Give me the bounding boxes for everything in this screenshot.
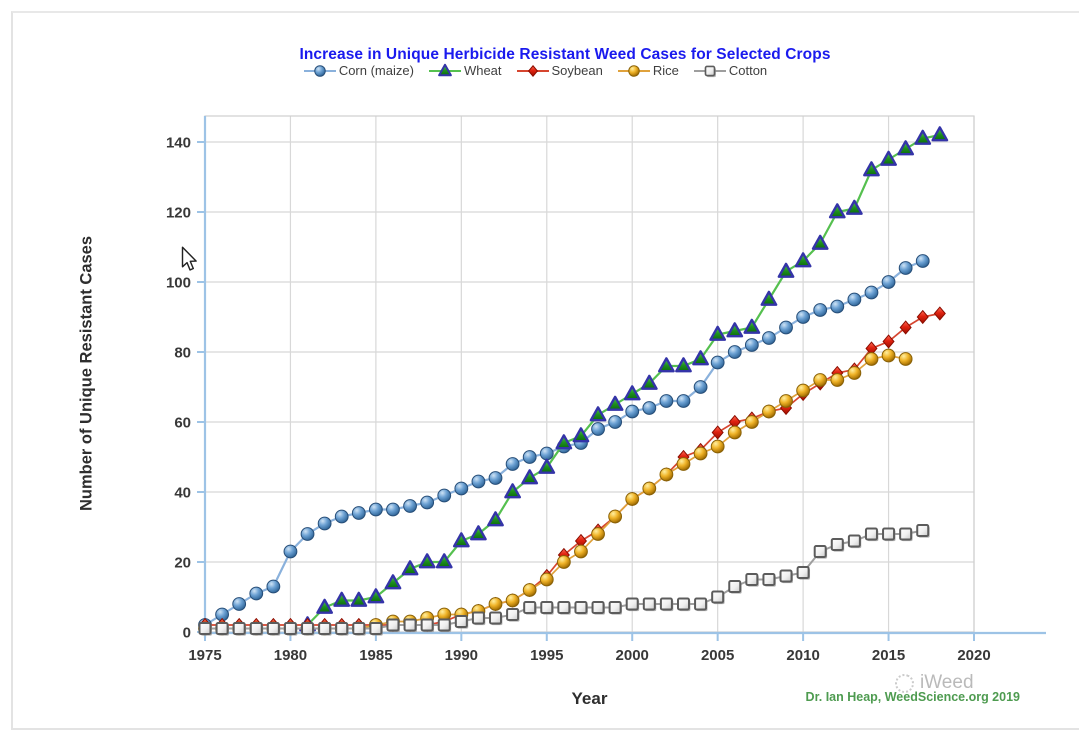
svg-text:1995: 1995: [530, 647, 563, 664]
svg-text:2020: 2020: [957, 647, 990, 664]
svg-text:2000: 2000: [616, 647, 649, 664]
legend-label: Cotton: [728, 63, 768, 78]
svg-text:100: 100: [166, 275, 191, 292]
legend-item-cotton: Cotton: [693, 63, 767, 78]
legend-item-corn: Corn (maize): [303, 63, 414, 78]
iweed-watermark-text: iWeed: [920, 672, 974, 693]
svg-text:2010: 2010: [786, 647, 819, 664]
legend-label: Wheat: [463, 63, 502, 78]
svg-text:1980: 1980: [274, 647, 307, 664]
cotton-marker-icon: [693, 65, 726, 78]
legend-label: Corn (maize): [338, 63, 414, 78]
wheat-marker-icon: [428, 63, 461, 77]
window-border: [11, 11, 1079, 730]
rice-marker-icon: [617, 65, 650, 77]
svg-text:80: 80: [174, 345, 191, 362]
svg-text:1990: 1990: [445, 647, 478, 664]
chart-title: Increase in Unique Herbicide Resistant W…: [299, 46, 831, 64]
legend-item-wheat: Wheat: [428, 63, 502, 78]
credit-text: Dr. Ian Heap, WeedScience.org 2019: [805, 690, 1020, 704]
svg-text:40: 40: [174, 485, 191, 502]
svg-text:0: 0: [183, 625, 191, 642]
svg-text:20: 20: [174, 555, 191, 572]
svg-text:2015: 2015: [872, 647, 905, 664]
corn-marker-icon: [303, 65, 336, 77]
iweed-watermark: iWeed: [892, 670, 974, 696]
legend-label: Rice: [652, 63, 679, 78]
svg-text:2005: 2005: [701, 647, 734, 664]
x-axis-title: Year: [571, 689, 608, 708]
mouse-cursor: [181, 246, 197, 271]
legend-item-soybean: Soybean: [516, 63, 603, 78]
svg-text:140: 140: [166, 135, 191, 152]
chart-legend: Corn (maize) Wheat Soybean Rice Cotton: [100, 63, 970, 78]
soybean-marker-icon: [516, 64, 549, 78]
svg-text:1975: 1975: [188, 647, 221, 664]
svg-text:1985: 1985: [359, 647, 392, 664]
svg-text:120: 120: [166, 205, 191, 222]
svg-text:60: 60: [174, 415, 191, 432]
legend-label: Soybean: [551, 63, 603, 78]
legend-item-rice: Rice: [617, 63, 679, 78]
iweed-logo-icon: [892, 670, 917, 696]
